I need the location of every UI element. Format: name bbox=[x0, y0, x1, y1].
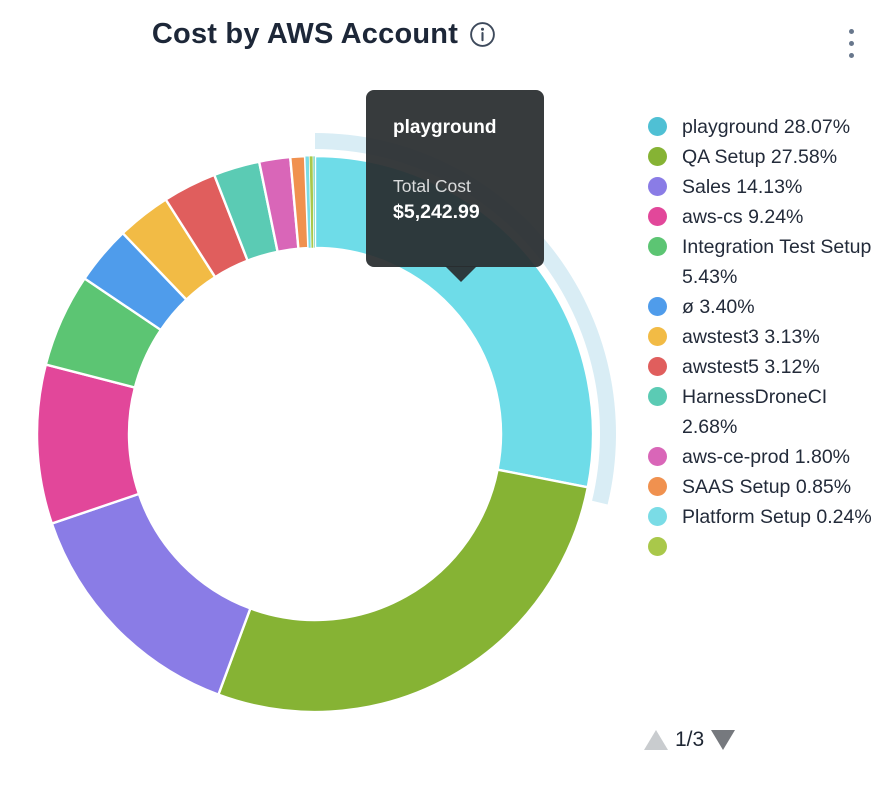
donut-chart[interactable] bbox=[0, 85, 648, 745]
legend-item-label: QA Setup 27.58% bbox=[682, 146, 838, 168]
legend-dot bbox=[648, 447, 667, 466]
tooltip-metric-value: $5,242.99 bbox=[393, 201, 480, 223]
legend-dot bbox=[648, 507, 667, 526]
legend-dot bbox=[648, 177, 667, 196]
kebab-menu-icon[interactable] bbox=[841, 29, 861, 69]
chart-tooltip: playground Total Cost $5,242.99 bbox=[366, 90, 544, 282]
legend-item-awstest5[interactable]: awstest5 3.12% bbox=[646, 352, 882, 382]
tooltip-arrow bbox=[445, 266, 477, 282]
legend-dot bbox=[648, 387, 667, 406]
legend-item-label: HarnessDroneCI 2.68% bbox=[682, 386, 828, 438]
legend-item-harnessdroneci[interactable]: HarnessDroneCI 2.68% bbox=[646, 382, 882, 442]
legend-item-label: awstest3 3.13% bbox=[682, 326, 820, 348]
legend-dot bbox=[648, 327, 667, 346]
legend-item-aws-ce-prod[interactable]: aws-ce-prod 1.80% bbox=[646, 442, 882, 472]
legend-item-saas-setup[interactable]: SAAS Setup 0.85% bbox=[646, 472, 882, 502]
legend-dot bbox=[648, 147, 667, 166]
legend-dot bbox=[648, 357, 667, 376]
legend-dot bbox=[648, 297, 667, 316]
legend-dot bbox=[648, 207, 667, 226]
legend-item--[interactable]: ø 3.40% bbox=[646, 292, 882, 322]
legend-item-awstest3[interactable]: awstest3 3.13% bbox=[646, 322, 882, 352]
legend-page-up-icon[interactable] bbox=[644, 730, 668, 750]
legend-pagination: 1/3 bbox=[644, 728, 736, 752]
legend-item-sales[interactable]: Sales 14.13% bbox=[646, 172, 882, 202]
pie-slice-other-1[interactable] bbox=[312, 155, 316, 249]
legend-item-label: aws-cs 9.24% bbox=[682, 206, 804, 228]
legend-item-label: Platform Setup 0.24% bbox=[682, 506, 872, 528]
legend-item-integration-test-setup[interactable]: Integration Test Setup 5.43% bbox=[646, 232, 882, 292]
legend-item-aws-cs[interactable]: aws-cs 9.24% bbox=[646, 202, 882, 232]
legend-page-indicator: 1/3 bbox=[675, 728, 705, 751]
legend-item-platform-setup[interactable]: Platform Setup 0.24% bbox=[646, 502, 882, 532]
legend-item-qa-setup[interactable]: QA Setup 27.58% bbox=[646, 142, 882, 172]
legend-item-label: SAAS Setup 0.85% bbox=[682, 476, 852, 498]
legend-item-label: ø 3.40% bbox=[682, 296, 755, 318]
legend-item-playground[interactable]: playground 28.07% bbox=[646, 112, 882, 142]
tooltip-series-name: playground bbox=[393, 117, 497, 138]
pie-slice-sales[interactable] bbox=[50, 492, 252, 697]
legend-item-partial bbox=[646, 532, 882, 556]
info-icon[interactable] bbox=[469, 21, 496, 48]
legend-item-label: awstest5 3.12% bbox=[682, 356, 820, 378]
legend-item-label: Integration Test Setup 5.43% bbox=[682, 236, 872, 288]
legend-dot bbox=[648, 477, 667, 496]
legend-page-down-icon[interactable] bbox=[711, 730, 736, 750]
tooltip-metric-label: Total Cost bbox=[393, 176, 471, 196]
legend-dot bbox=[648, 117, 667, 136]
pie-slice-aws-cs[interactable] bbox=[35, 363, 141, 526]
chart-header: Cost by AWS Account bbox=[0, 18, 648, 51]
legend-dot bbox=[648, 237, 667, 256]
chart-title: Cost by AWS Account bbox=[151, 18, 459, 50]
chart-legend: playground 28.07% QA Setup 27.58% Sales 14… bbox=[646, 112, 882, 710]
legend-item-label: aws-ce-prod 1.80% bbox=[682, 446, 850, 468]
legend-item-label: Sales 14.13% bbox=[682, 176, 803, 198]
pie-slice-qa-setup[interactable] bbox=[216, 468, 590, 714]
legend-dot bbox=[648, 537, 667, 556]
legend-item-label: playground 28.07% bbox=[682, 116, 851, 138]
